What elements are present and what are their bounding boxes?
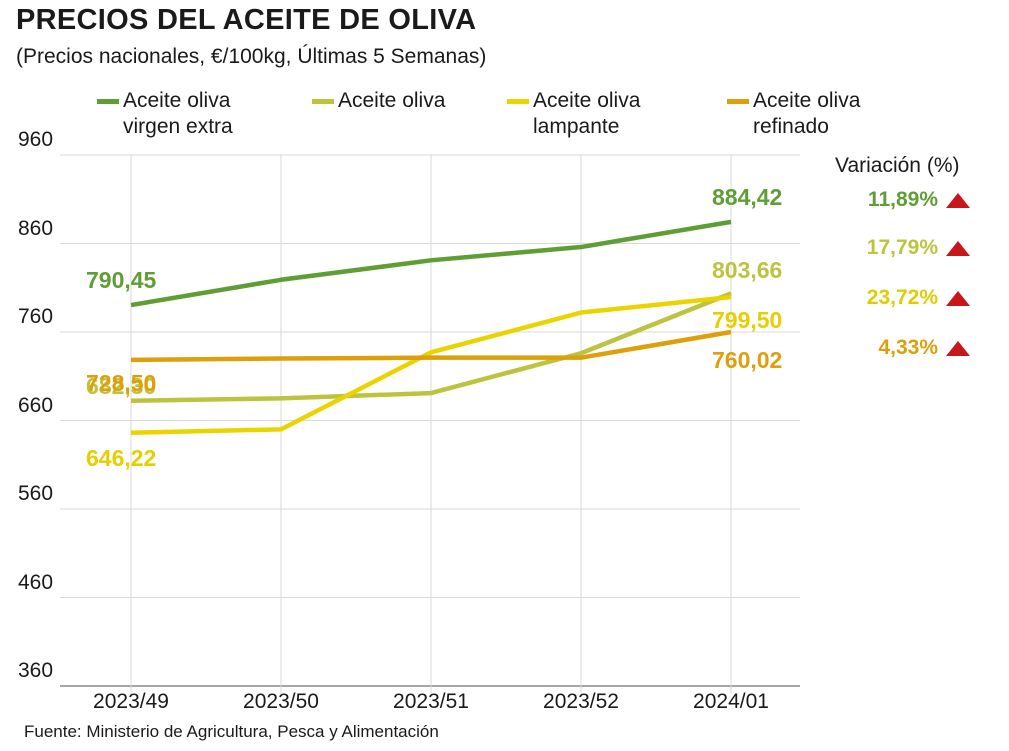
variation-virgen-extra: 11,89% (800, 188, 970, 212)
legend-label-line1: Aceite oliva (123, 89, 231, 112)
chart-title: PRECIOS DEL ACEITE DE OLIVA (16, 4, 477, 36)
y-tick-label: 360 (18, 659, 54, 682)
legend-label-line1: Aceite oliva (338, 89, 446, 112)
variation-aceite-oliva: 17,79% (800, 236, 970, 260)
series-line (130, 329, 732, 363)
legend-label-line2: virgen extra (123, 115, 233, 138)
x-tick-label: 2023/50 (243, 690, 319, 713)
legend-item-lampante: Aceite oliva lampante (507, 88, 713, 140)
variation-value: 23,72% (866, 286, 938, 309)
legend-item-refinado: Aceite oliva refinado (727, 88, 933, 140)
data-label-last: 799,50 (712, 307, 783, 334)
legend-swatch (727, 99, 749, 104)
variation-lampante: 23,72% (800, 286, 970, 310)
series-line (130, 294, 732, 435)
up-triangle-icon (946, 341, 970, 356)
legend-swatch (312, 99, 334, 104)
source-note: Fuente: Ministerio de Agricultura, Pesca… (24, 722, 439, 741)
legend-item-virgen-extra: Aceite oliva virgen extra (97, 88, 303, 140)
series-line (130, 291, 732, 404)
chart-subtitle: (Precios nacionales, €/100kg, Últimas 5 … (16, 45, 487, 68)
y-tick-label: 960 (18, 128, 54, 151)
y-tick-label: 860 (18, 216, 54, 240)
up-triangle-icon (946, 193, 970, 208)
series-line (130, 219, 732, 308)
y-tick-label: 560 (18, 482, 54, 505)
data-label-last: 803,66 (712, 257, 783, 284)
data-label-first: 790,45 (86, 267, 157, 294)
y-tick-label: 660 (18, 393, 54, 417)
data-label-first: 728,50 (86, 369, 157, 396)
data-label-last: 760,02 (712, 346, 783, 373)
y-tick-label: 760 (18, 305, 54, 328)
variation-refinado: 4,33% (800, 336, 970, 360)
legend-label-line1: Aceite oliva (753, 89, 861, 112)
up-triangle-icon (946, 241, 970, 256)
y-tick-label: 460 (18, 570, 54, 594)
data-label-last: 884,42 (712, 183, 783, 210)
variation-value: 4,33% (878, 336, 938, 359)
variation-value: 17,79% (866, 236, 938, 259)
x-tick-label: 2023/52 (543, 690, 619, 713)
x-tick-label: 2023/49 (93, 690, 169, 713)
legend-label-line2: refinado (753, 115, 829, 138)
legend-item-aceite-oliva: Aceite oliva (312, 88, 518, 114)
variation-value: 11,89% (867, 188, 938, 211)
x-tick-label: 2023/51 (393, 690, 469, 713)
legend-swatch (507, 99, 529, 104)
data-label-first: 646,22 (86, 444, 157, 471)
legend-label-line1: Aceite oliva (533, 89, 641, 112)
data-label-first: 682,30 (86, 372, 157, 399)
x-tick-label: 2024/01 (693, 690, 769, 713)
variation-title: Variación (%) (835, 154, 960, 177)
legend-swatch (97, 99, 119, 104)
up-triangle-icon (946, 291, 970, 306)
legend-label-line2: lampante (533, 115, 620, 138)
